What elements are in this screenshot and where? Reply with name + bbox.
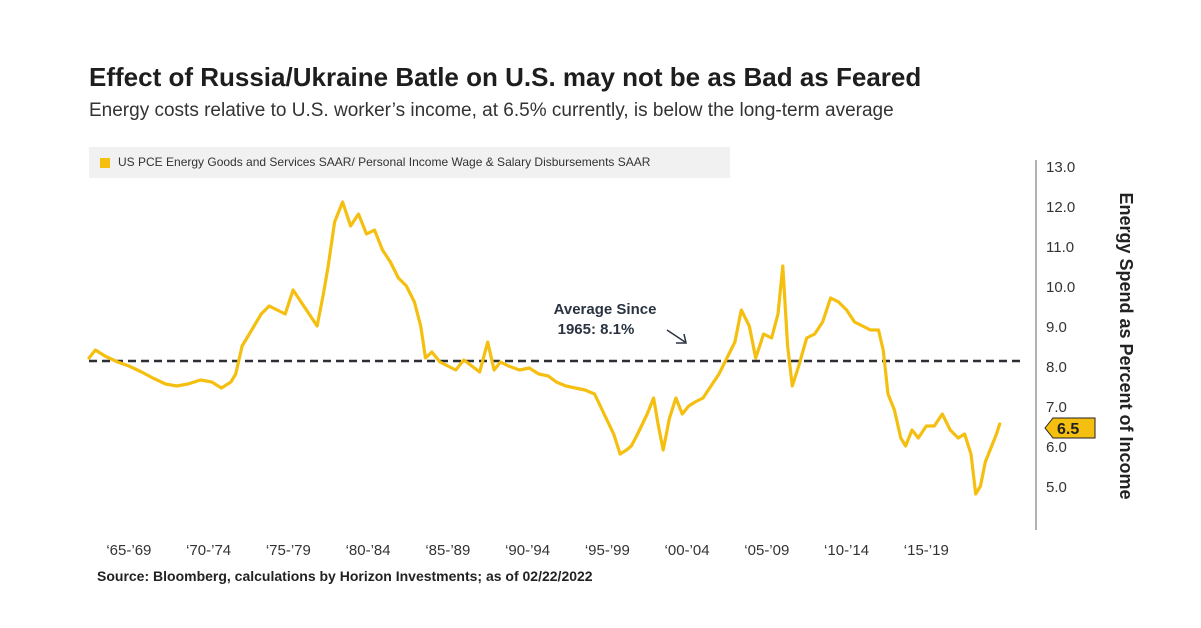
x-tick-label: ‘75-’79 (266, 542, 311, 559)
y-tick-label: 5.0 (1046, 479, 1067, 496)
x-tick-label: ‘00-’04 (665, 542, 710, 559)
y-tick-label: 8.0 (1046, 359, 1067, 376)
x-tick-label: ‘95-’99 (585, 542, 630, 559)
x-tick-label: ‘65-’69 (106, 542, 151, 559)
x-tick-label: ‘80-’84 (346, 542, 391, 559)
average-annotation-line1: Average Since (554, 301, 657, 318)
current-value-label: 6.5 (1057, 421, 1079, 438)
y-tick-label: 12.0 (1046, 199, 1075, 216)
series-line (87, 200, 1002, 496)
annotation-arrow (666, 329, 687, 344)
x-tick-label: ‘85-’89 (425, 542, 470, 559)
x-tick-label: ‘05-’09 (744, 542, 789, 559)
x-tick-label: ‘90-’94 (505, 542, 550, 559)
average-annotation-line2: 1965: 8.1% (558, 321, 635, 338)
y-tick-label: 11.0 (1046, 239, 1074, 256)
y-tick-labels: 13.0 12.0 11.0 10.0 9.0 8.0 7.0 6.0 5.0 (1046, 159, 1075, 496)
x-tick-label: ‘70-’74 (186, 542, 231, 559)
x-tick-labels: ‘65-’69 ‘70-’74 ‘75-’79 ‘80-’84 ‘85-’89 ‘90-’… (106, 542, 948, 559)
legend: US PCE Energy Goods and Services SAAR/ P… (89, 147, 730, 178)
y-tick-label: 10.0 (1046, 279, 1075, 296)
legend-label: US PCE Energy Goods and Services SAAR/ P… (118, 155, 651, 169)
chart-title: Effect of Russia/Ukraine Batle on U.S. m… (89, 62, 922, 92)
chart-subtitle: Energy costs relative to U.S. worker’s i… (89, 100, 894, 121)
y-tick-label: 6.0 (1046, 439, 1067, 456)
current-value-badge: 6.5 (1044, 417, 1096, 439)
y-tick-label: 9.0 (1046, 319, 1067, 336)
legend-swatch (100, 158, 110, 168)
y-tick-label: 13.0 (1046, 159, 1075, 176)
source-note: Source: Bloomberg, calculations by Horiz… (97, 568, 593, 584)
y-tick-label: 7.0 (1046, 399, 1067, 416)
x-tick-label: ‘10-’14 (824, 542, 869, 559)
x-tick-label: ‘15-’19 (904, 542, 949, 559)
current-value-badge-shape (1044, 417, 1096, 439)
y-axis-label: Energy Spend as Percent of Income (1116, 192, 1136, 499)
